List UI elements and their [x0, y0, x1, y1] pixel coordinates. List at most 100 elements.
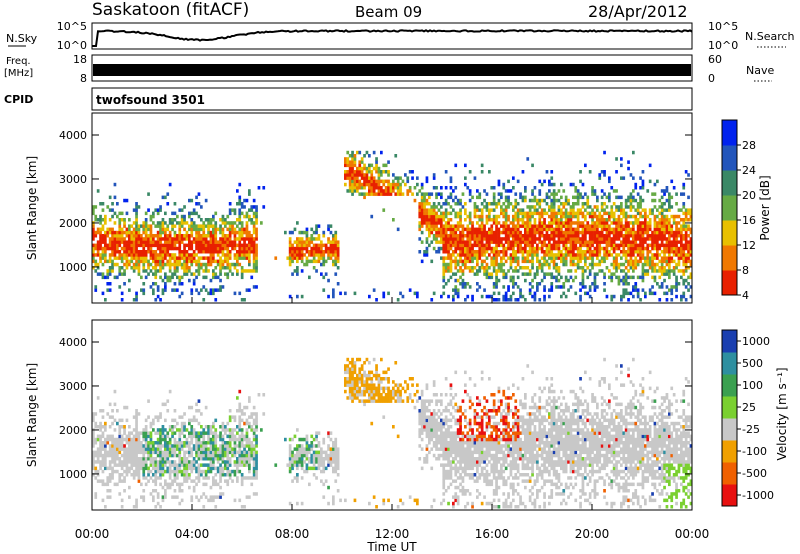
- power-cell: [214, 250, 218, 254]
- power-cell: [224, 218, 227, 222]
- power-cell: [512, 256, 515, 260]
- power-cell: [130, 243, 134, 248]
- power-cell: [192, 272, 196, 276]
- power-cell: [476, 227, 479, 232]
- power-cell: [574, 186, 578, 190]
- power-cell: [483, 234, 486, 238]
- velocity-cell: [108, 415, 112, 419]
- power-cell: [334, 237, 338, 241]
- power-cell: [365, 166, 369, 171]
- power-cell: [564, 262, 568, 267]
- power-cell: [603, 240, 606, 244]
- power-cell: [423, 214, 426, 219]
- power-cell: [176, 240, 179, 244]
- power-cell: [351, 182, 354, 187]
- velocity-cell: [197, 447, 201, 451]
- power-cell: [624, 275, 628, 280]
- power-cell: [550, 176, 554, 180]
- velocity-cell: [96, 479, 100, 483]
- velocity-cell: [250, 453, 254, 458]
- power-cell: [682, 211, 686, 216]
- power-cell: [233, 262, 237, 267]
- power-cell: [156, 243, 160, 248]
- power-cell: [552, 227, 556, 232]
- velocity-cell: [185, 437, 189, 442]
- power-cell: [612, 221, 616, 225]
- velocity-cell: [214, 495, 218, 499]
- power-cell: [560, 253, 563, 257]
- power-cell: [372, 179, 376, 184]
- power-cell: [569, 208, 573, 212]
- power-cell: [555, 275, 558, 280]
- power-cell: [212, 275, 215, 280]
- power-cell: [545, 230, 549, 235]
- power-cell: [164, 256, 167, 260]
- power-cell: [584, 291, 587, 296]
- power-cell: [584, 214, 587, 219]
- power-cell: [164, 282, 167, 286]
- power-cell: [288, 259, 292, 264]
- power-cell: [188, 253, 191, 257]
- power-cell: [156, 211, 160, 216]
- power-cell: [228, 227, 232, 232]
- power-cell: [545, 272, 549, 276]
- power-cell: [572, 278, 575, 283]
- power-cell: [576, 253, 580, 257]
- power-cell: [600, 218, 604, 222]
- power-cell: [156, 230, 160, 235]
- power-cell: [584, 259, 587, 264]
- velocity-cell: [197, 441, 201, 445]
- velocity-cell: [252, 437, 256, 442]
- power-cell: [423, 208, 426, 212]
- power-cell: [473, 214, 477, 219]
- power-cell: [555, 214, 558, 219]
- velocity-cell: [154, 450, 158, 455]
- velocity-cell: [248, 444, 251, 448]
- power-cell: [615, 157, 618, 161]
- velocity-cell: [202, 457, 206, 461]
- velocity-cell: [240, 441, 244, 445]
- power-cell: [478, 230, 482, 235]
- power-cell: [125, 266, 129, 270]
- power-cell: [495, 250, 498, 254]
- power-cell: [154, 259, 158, 264]
- power-cell: [190, 243, 194, 248]
- power-cell: [245, 211, 249, 216]
- power-cell: [574, 195, 578, 200]
- velocity-cell: [132, 469, 136, 474]
- velocity-cell: [130, 444, 134, 448]
- velocity-cell: [233, 473, 237, 477]
- power-cell: [593, 246, 597, 251]
- power-cell: [204, 234, 208, 238]
- power-cell: [120, 237, 124, 241]
- power-cell: [533, 198, 537, 203]
- power-cell: [480, 246, 484, 251]
- velocity-cell: [118, 457, 122, 461]
- velocity-cell: [92, 444, 95, 448]
- velocity-cell: [214, 441, 218, 445]
- power-cell: [488, 208, 491, 212]
- power-cell: [296, 256, 299, 260]
- power-cell: [605, 211, 609, 216]
- power-cell: [512, 221, 515, 225]
- velocity-cell: [255, 450, 258, 455]
- power-cell: [456, 288, 460, 292]
- power-cell: [454, 291, 458, 296]
- power-cell: [466, 240, 470, 244]
- velocity-cell: [233, 450, 237, 455]
- power-cell: [132, 256, 136, 260]
- power-cell: [483, 272, 486, 276]
- power-cell: [497, 269, 501, 273]
- power-cell: [588, 256, 592, 260]
- power-cell: [620, 256, 623, 260]
- power-cell: [591, 230, 594, 235]
- power-cell: [183, 243, 186, 248]
- power-cell: [243, 256, 246, 260]
- power-cell: [512, 250, 515, 254]
- power-cell: [500, 269, 503, 273]
- power-cell: [514, 269, 518, 273]
- power-cell: [495, 202, 498, 206]
- velocity-cell: [161, 437, 165, 442]
- power-cell: [168, 266, 172, 270]
- power-cell: [360, 176, 364, 180]
